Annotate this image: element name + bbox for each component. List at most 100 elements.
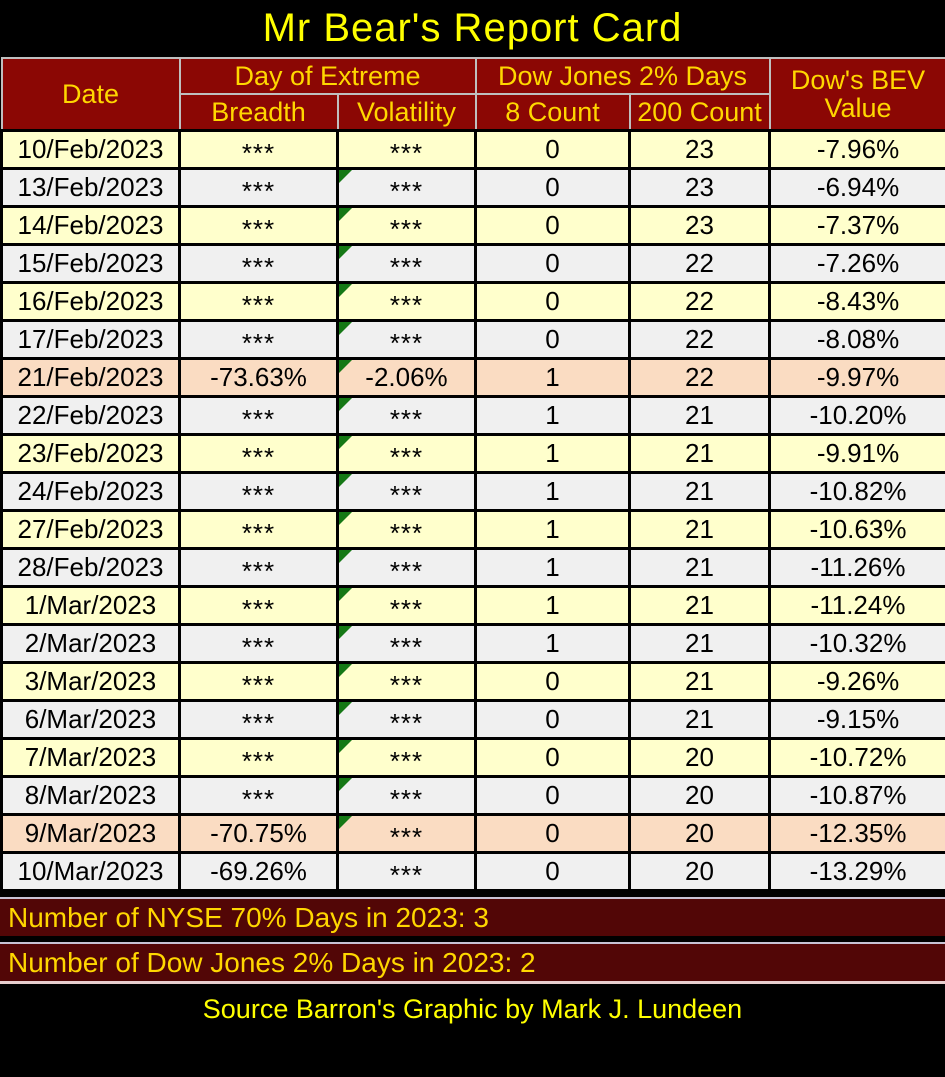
date-cell: 7/Mar/2023: [0, 737, 181, 778]
nyse-note-text: Number of NYSE 70% Days in 2023: 3: [8, 901, 489, 933]
comment-flag-icon: [339, 436, 352, 449]
count8-cell: 0: [474, 281, 631, 322]
volatility-cell: ***: [336, 281, 477, 322]
date-cell: 21/Feb/2023: [0, 357, 181, 398]
volatility-cell: ***: [336, 661, 477, 702]
volatility-cell: ***: [336, 509, 477, 550]
title-bar: Mr Bear's Report Card: [0, 0, 945, 57]
breadth-cell: ***: [178, 623, 339, 664]
volatility-cell: ***: [336, 813, 477, 854]
report-table: Date Day of Extreme Dow Jones 2% Days Do…: [0, 57, 945, 892]
count8-cell: 0: [474, 851, 631, 892]
comment-flag-icon: [339, 664, 352, 677]
count200-cell: 20: [627, 813, 772, 854]
bev-cell: -7.96%: [768, 129, 945, 170]
volatility-cell: ***: [336, 243, 477, 284]
date-cell: 3/Mar/2023: [0, 661, 181, 702]
col-group-dow-jones-2pct-days: Dow Jones 2% Days: [474, 57, 771, 95]
count200-cell: 21: [627, 509, 772, 550]
bev-cell: -10.32%: [768, 623, 945, 664]
table-row: 9/Mar/2023 -70.75% *** 0 20 -12.35%: [0, 813, 945, 854]
count200-cell: 21: [627, 585, 772, 626]
date-cell: 22/Feb/2023: [0, 395, 181, 436]
bev-cell: -9.97%: [768, 357, 945, 398]
count200-cell: 20: [627, 851, 772, 892]
bev-cell: -9.26%: [768, 661, 945, 702]
volatility-cell: ***: [336, 699, 477, 740]
count200-cell: 22: [627, 281, 772, 322]
col-header-200-count: 200 Count: [628, 93, 771, 132]
table-row: 21/Feb/2023 -73.63% -2.06% 1 22 -9.97%: [0, 357, 945, 398]
bev-header-line1: Dow's BEV: [790, 64, 926, 95]
count200-cell: 22: [627, 319, 772, 360]
breadth-cell: ***: [178, 585, 339, 626]
date-cell: 6/Mar/2023: [0, 699, 181, 740]
comment-flag-icon: [339, 740, 352, 753]
table-row: 23/Feb/2023 *** *** 1 21 -9.91%: [0, 433, 945, 474]
count8-cell: 0: [474, 129, 631, 170]
date-cell: 27/Feb/2023: [0, 509, 181, 550]
count8-cell: 1: [474, 357, 631, 398]
count8-cell: 0: [474, 243, 631, 284]
count200-cell: 21: [627, 699, 772, 740]
date-cell: 17/Feb/2023: [0, 319, 181, 360]
dow-2pct-days-note: Number of Dow Jones 2% Days in 2023: 2: [0, 942, 945, 984]
breadth-cell: ***: [178, 661, 339, 702]
table-row: 7/Mar/2023 *** *** 0 20 -10.72%: [0, 737, 945, 778]
bev-cell: -7.26%: [768, 243, 945, 284]
source-credit: Source Barron's Graphic by Mark J. Lunde…: [202, 994, 743, 1024]
volatility-cell: ***: [336, 471, 477, 512]
table-row: 10/Mar/2023 -69.26% *** 0 20 -13.29%: [0, 851, 945, 892]
count8-cell: 0: [474, 699, 631, 740]
volatility-cell: ***: [336, 851, 477, 892]
count200-cell: 21: [627, 395, 772, 436]
count8-cell: 1: [474, 509, 631, 550]
breadth-cell: ***: [178, 395, 339, 436]
bev-cell: -8.43%: [768, 281, 945, 322]
col-header-volatility: Volatility: [336, 93, 477, 132]
date-cell: 9/Mar/2023: [0, 813, 181, 854]
count200-cell: 23: [627, 205, 772, 246]
count8-cell: 1: [474, 623, 631, 664]
comment-flag-icon: [339, 284, 352, 297]
comment-flag-icon: [339, 816, 352, 829]
count200-cell: 21: [627, 471, 772, 512]
comment-flag-icon: [339, 588, 352, 601]
table-row: 16/Feb/2023 *** *** 0 22 -8.43%: [0, 281, 945, 322]
col-header-breadth: Breadth: [178, 93, 339, 132]
bev-cell: -9.15%: [768, 699, 945, 740]
count200-cell: 21: [627, 547, 772, 588]
count200-cell: 21: [627, 623, 772, 664]
comment-flag-icon: [339, 626, 352, 639]
count200-cell: 20: [627, 775, 772, 816]
bev-cell: -10.63%: [768, 509, 945, 550]
comment-flag-icon: [339, 208, 352, 221]
date-cell: 14/Feb/2023: [0, 205, 181, 246]
comment-flag-icon: [339, 398, 352, 411]
bev-cell: -6.94%: [768, 167, 945, 208]
date-cell: 10/Feb/2023: [0, 129, 181, 170]
count8-cell: 0: [474, 737, 631, 778]
date-cell: 15/Feb/2023: [0, 243, 181, 284]
bev-cell: -11.24%: [768, 585, 945, 626]
count8-cell: 0: [474, 319, 631, 360]
count200-cell: 22: [627, 357, 772, 398]
breadth-cell: ***: [178, 547, 339, 588]
volatility-cell: ***: [336, 775, 477, 816]
count8-cell: 1: [474, 585, 631, 626]
comment-flag-icon: [339, 778, 352, 791]
table-row: 1/Mar/2023 *** *** 1 21 -11.24%: [0, 585, 945, 626]
breadth-cell: ***: [178, 471, 339, 512]
bev-cell: -10.72%: [768, 737, 945, 778]
date-cell: 23/Feb/2023: [0, 433, 181, 474]
count8-cell: 0: [474, 167, 631, 208]
breadth-cell: ***: [178, 737, 339, 778]
volatility-cell: ***: [336, 205, 477, 246]
volatility-cell: ***: [336, 395, 477, 436]
count200-cell: 23: [627, 129, 772, 170]
table-header: Date Day of Extreme Dow Jones 2% Days Do…: [0, 57, 945, 132]
volatility-cell: ***: [336, 319, 477, 360]
count8-cell: 0: [474, 775, 631, 816]
comment-flag-icon: [339, 170, 352, 183]
